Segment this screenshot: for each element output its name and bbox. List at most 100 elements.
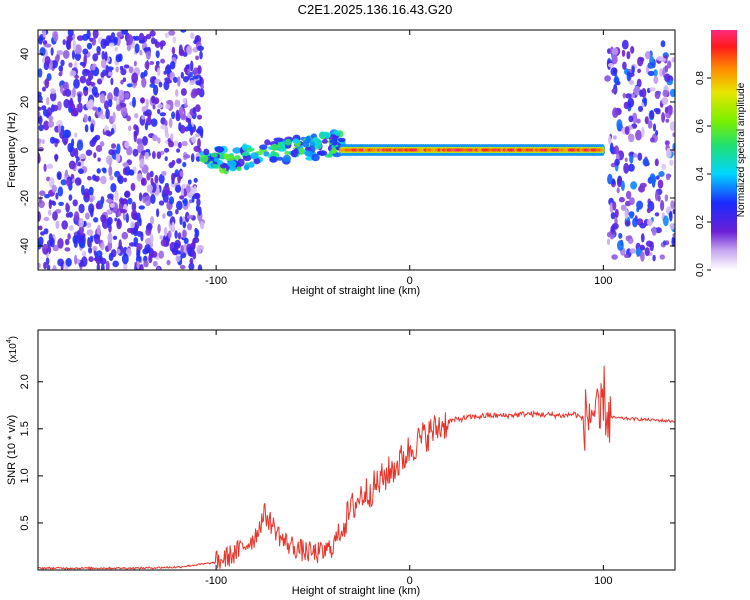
spectrogram-noise-mark xyxy=(624,157,628,162)
spectrogram-noise-mark xyxy=(654,90,661,100)
spectrogram-noise-mark xyxy=(48,115,54,122)
spectrogram-noise-mark xyxy=(173,76,178,83)
spectrogram-noise-mark xyxy=(65,202,69,211)
spectrogram-noise-mark xyxy=(105,64,109,76)
spectrogram-noise-mark xyxy=(622,61,627,70)
spectrogram-noise-mark xyxy=(58,65,64,72)
spectrogram-noise-mark xyxy=(635,129,642,141)
spectrogram-noise-mark xyxy=(116,104,122,112)
spectrogram-noise-mark xyxy=(618,232,623,239)
spectrogram-noise-mark xyxy=(171,159,176,166)
spectrogram-noise-mark xyxy=(644,247,650,257)
spectrogram-noise-mark xyxy=(131,201,137,212)
spectrogram-noise-mark xyxy=(166,210,173,217)
spectrogram-noise-mark xyxy=(663,215,669,227)
spectrogram-noise-mark xyxy=(195,80,202,86)
snr-multiplier-exp: 4 xyxy=(6,339,13,343)
spectrogram-noise-mark xyxy=(38,236,44,247)
spectrogram-noise-mark xyxy=(116,143,121,155)
spectrogram-noise-mark xyxy=(624,220,631,227)
spectrogram-noise-mark xyxy=(669,88,675,98)
spectrogram-y-tick-label: 0 xyxy=(19,147,31,153)
spectrogram-noise-mark xyxy=(163,226,168,237)
spectrogram-noise-mark xyxy=(663,240,666,246)
spectrogram-noise-mark xyxy=(39,196,42,204)
spectrogram-noise-mark xyxy=(62,39,66,46)
spectrogram-y-tick-label: -20 xyxy=(19,190,31,206)
spectrogram-noise-mark xyxy=(71,50,76,60)
spectrogram-noise-mark xyxy=(139,264,144,270)
spectrogram-noise-mark xyxy=(143,111,149,116)
spectrogram-noise-mark xyxy=(54,153,58,162)
spectrogram-noise-mark xyxy=(614,158,620,166)
spectrogram-noise-mark xyxy=(166,99,173,105)
spectrogram-noise-mark xyxy=(99,114,106,120)
spectrogram-noise-mark xyxy=(187,179,192,185)
spectrogram-noise-mark xyxy=(61,220,68,230)
spectrogram-noise-mark xyxy=(180,244,184,255)
spectrogram-noise-mark xyxy=(616,119,623,130)
spectrogram-noise-mark xyxy=(156,151,162,159)
spectrogram-noise-mark xyxy=(632,217,638,228)
spectrogram-noise-mark xyxy=(43,120,50,131)
spectrogram-noise-mark xyxy=(629,197,635,206)
spectrogram-noise-mark xyxy=(72,199,78,207)
spectrogram-noise-mark xyxy=(88,85,92,92)
spectrogram-noise-mark xyxy=(86,42,93,50)
spectrogram-y-tick-label: 40 xyxy=(19,48,31,60)
snr-multiplier: (x104) xyxy=(6,336,19,363)
svg-text:(x104): (x104) xyxy=(6,336,19,363)
spectrogram-ramp-mark xyxy=(248,161,255,168)
spectrogram-noise-mark xyxy=(42,86,46,92)
spectrogram-noise-mark xyxy=(49,200,56,205)
spectrogram-noise-mark xyxy=(63,98,70,109)
spectrogram-noise-mark xyxy=(99,257,107,265)
spectrogram-noise-mark xyxy=(152,134,158,142)
spectrogram-noise-mark xyxy=(81,256,88,267)
spectrogram-noise-mark xyxy=(86,229,94,236)
spectrogram-noise-mark xyxy=(44,56,51,65)
spectrogram-ramp-mark xyxy=(270,143,279,151)
spectrogram-noise-mark xyxy=(617,240,624,251)
spectrogram-noise-mark xyxy=(177,232,182,240)
spectrogram-ramp-mark xyxy=(250,152,259,160)
spectrogram-noise-mark xyxy=(171,111,176,120)
spectrogram-noise-mark xyxy=(135,125,139,136)
spectrogram-noise-mark xyxy=(69,70,77,77)
spectrogram-noise-mark xyxy=(99,141,105,147)
spectrogram-noise-mark xyxy=(618,197,626,203)
spectrogram-noise-mark xyxy=(186,45,193,55)
spectrogram-noise-mark xyxy=(83,188,90,199)
spectrogram-noise-mark xyxy=(159,112,167,117)
spectrogram-noise-mark xyxy=(77,93,82,104)
spectrogram-noise-mark xyxy=(145,98,149,109)
spectrogram-noise-mark xyxy=(157,108,161,114)
spectrogram-noise-mark xyxy=(119,197,124,204)
spectrogram-noise-mark xyxy=(51,60,58,69)
spectrogram-noise-mark xyxy=(655,175,660,180)
spectrogram-noise-mark xyxy=(106,155,113,165)
spectrogram-noise-mark xyxy=(47,209,52,216)
spectrogram-noise-mark xyxy=(38,146,44,152)
spectrogram-noise-mark xyxy=(166,79,172,84)
spectrogram-noise-mark xyxy=(183,154,191,159)
spectrogram-noise-mark xyxy=(138,192,143,202)
spectrogram-noise-mark xyxy=(194,133,200,138)
colorbar-tick-label: 0.6 xyxy=(695,119,706,133)
colorbar-gradient xyxy=(711,30,737,270)
spectrogram-noise-mark xyxy=(111,143,116,149)
spectrogram-noise-mark xyxy=(175,109,180,119)
spectrogram-noise-mark xyxy=(89,197,94,203)
snr-frame xyxy=(37,329,676,571)
spectrogram-noise-mark xyxy=(176,158,182,164)
spectrogram-noise-mark xyxy=(665,118,670,123)
spectrogram-noise-mark xyxy=(625,235,631,241)
spectrogram-noise-mark xyxy=(611,88,616,94)
spectrogram-noise-mark xyxy=(166,64,171,72)
spectrogram-noise-mark xyxy=(134,35,140,41)
spectrogram-noise-mark xyxy=(669,223,675,230)
spectrogram-noise-mark xyxy=(90,123,95,133)
spectrogram-noise-mark xyxy=(165,132,170,139)
spectrogram-noise-mark xyxy=(38,225,43,231)
spectrogram-x-tick-label: 100 xyxy=(594,275,612,287)
